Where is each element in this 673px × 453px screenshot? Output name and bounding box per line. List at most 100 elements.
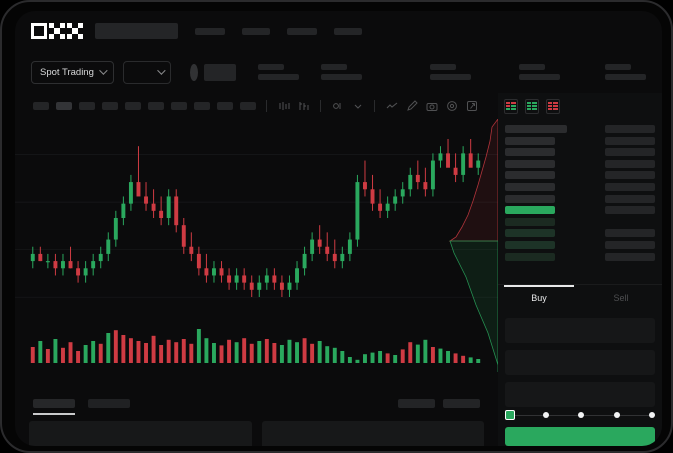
settings-icon[interactable] [445, 100, 458, 113]
tab-buy[interactable]: Buy [498, 285, 580, 310]
place-buy-order-button[interactable] [505, 427, 655, 446]
orders-action-2[interactable] [443, 398, 480, 408]
chart-panel[interactable] [15, 119, 498, 384]
spot-trading-label: Spot Trading [40, 66, 94, 78]
line-chart-icon[interactable] [385, 100, 398, 113]
orderbook-row[interactable] [505, 240, 655, 249]
tab-order-history[interactable] [88, 398, 130, 408]
orderbook-price [505, 159, 555, 168]
orders-list [15, 421, 498, 446]
orders-tab-bar [15, 389, 498, 417]
timeframe-button-6[interactable] [148, 102, 164, 110]
timeframe-button-5[interactable] [125, 102, 141, 110]
orderbook-price [505, 125, 567, 133]
orderbook-price [505, 136, 555, 145]
fullscreen-icon[interactable] [465, 100, 478, 113]
market-stat-label [605, 64, 632, 70]
orderbook-last-price-row[interactable] [505, 206, 655, 215]
orderbook-row[interactable] [505, 171, 655, 180]
toolbar-divider [320, 100, 321, 112]
candlestick-chart-icon[interactable] [277, 100, 290, 113]
market-stat-4 [519, 64, 561, 80]
orderbook-size [605, 136, 655, 145]
app-header [15, 11, 662, 51]
market-stat-1 [258, 64, 300, 80]
orderbook-price [505, 240, 555, 249]
drawing-tool-icon[interactable] [405, 100, 418, 113]
order-row[interactable] [29, 421, 252, 446]
tab-sell[interactable]: Sell [613, 292, 629, 303]
okx-logo[interactable] [31, 23, 83, 39]
orderbook-size [605, 182, 655, 191]
bar-chart-icon[interactable] [297, 100, 310, 113]
slider-handle[interactable] [505, 410, 515, 420]
search-input[interactable] [95, 23, 178, 39]
timeframe-button-3[interactable] [79, 102, 95, 110]
orderbook-row[interactable] [505, 148, 655, 157]
chevron-down-icon[interactable] [351, 100, 364, 113]
orderbook-row[interactable] [505, 136, 655, 145]
pair-avatar [189, 63, 198, 81]
orderbook-size [605, 125, 655, 133]
logo-letter-k [49, 23, 65, 39]
order-total-input[interactable] [505, 382, 655, 407]
trading-pair-dropdown[interactable] [122, 60, 171, 84]
orderbook-both-icon[interactable] [504, 98, 518, 114]
orderbook-row[interactable] [505, 159, 655, 168]
timeframe-button-7[interactable] [171, 102, 187, 110]
chevron-down-icon [99, 66, 108, 75]
orderbook-size [605, 240, 655, 249]
orderbook-row[interactable] [505, 182, 655, 191]
toolbar-divider [266, 100, 267, 112]
toolbar-divider [374, 100, 375, 112]
market-stat-label [321, 64, 348, 70]
orderbook-price [505, 229, 555, 238]
orderbook-size [605, 218, 655, 226]
nav-item-earn[interactable] [287, 27, 317, 35]
indicator-icon[interactable] [331, 100, 344, 113]
timeframe-button-1[interactable] [33, 102, 49, 110]
price-candlestick-chart[interactable] [15, 119, 498, 317]
timeframe-button-8[interactable] [194, 102, 210, 110]
nav-item-markets[interactable] [195, 27, 225, 35]
slider-stop-50[interactable] [578, 412, 584, 418]
order-amount-input[interactable] [505, 350, 655, 375]
orderbook-trade-panel: Buy Sell [498, 93, 662, 446]
orderbook-row[interactable] [505, 194, 655, 203]
slider-stop-75[interactable] [614, 412, 620, 418]
order-price-input[interactable] [505, 318, 655, 343]
orders-action-1[interactable] [398, 398, 435, 408]
market-depth-chart [448, 119, 498, 372]
slider-stop-25[interactable] [543, 412, 549, 418]
chart-toolbar [15, 93, 498, 119]
market-stat-value [519, 74, 561, 80]
last-price-value [203, 63, 237, 81]
timeframe-button-2[interactable] [56, 102, 72, 110]
tab-open-orders[interactable] [33, 398, 75, 415]
amount-percent-slider[interactable] [505, 409, 655, 421]
orderbook-bids-icon[interactable] [525, 98, 539, 114]
camera-icon[interactable] [425, 100, 438, 113]
orderbook-size [605, 252, 655, 261]
orderbook-row[interactable] [505, 252, 655, 261]
timeframe-button-10[interactable] [240, 102, 256, 110]
orderbook-display-modes [498, 93, 662, 119]
spot-trading-dropdown[interactable]: Spot Trading [31, 60, 114, 84]
timeframe-button-4[interactable] [102, 102, 118, 110]
app-screen: Spot Trading [15, 11, 662, 446]
order-book[interactable] [498, 119, 662, 284]
orderbook-row[interactable] [505, 125, 655, 133]
nav-item-more[interactable] [334, 27, 362, 35]
orderbook-size [605, 229, 655, 238]
timeframe-button-9[interactable] [217, 102, 233, 110]
order-row[interactable] [261, 421, 484, 446]
orderbook-row[interactable] [505, 229, 655, 238]
slider-stop-100[interactable] [649, 412, 655, 418]
trade-side-tabs: Buy Sell [498, 284, 662, 310]
orderbook-row[interactable] [505, 217, 655, 226]
market-stat-value [258, 74, 300, 80]
market-stat-label [258, 64, 285, 70]
orderbook-asks-icon[interactable] [546, 98, 560, 114]
nav-item-trade[interactable] [242, 27, 270, 35]
